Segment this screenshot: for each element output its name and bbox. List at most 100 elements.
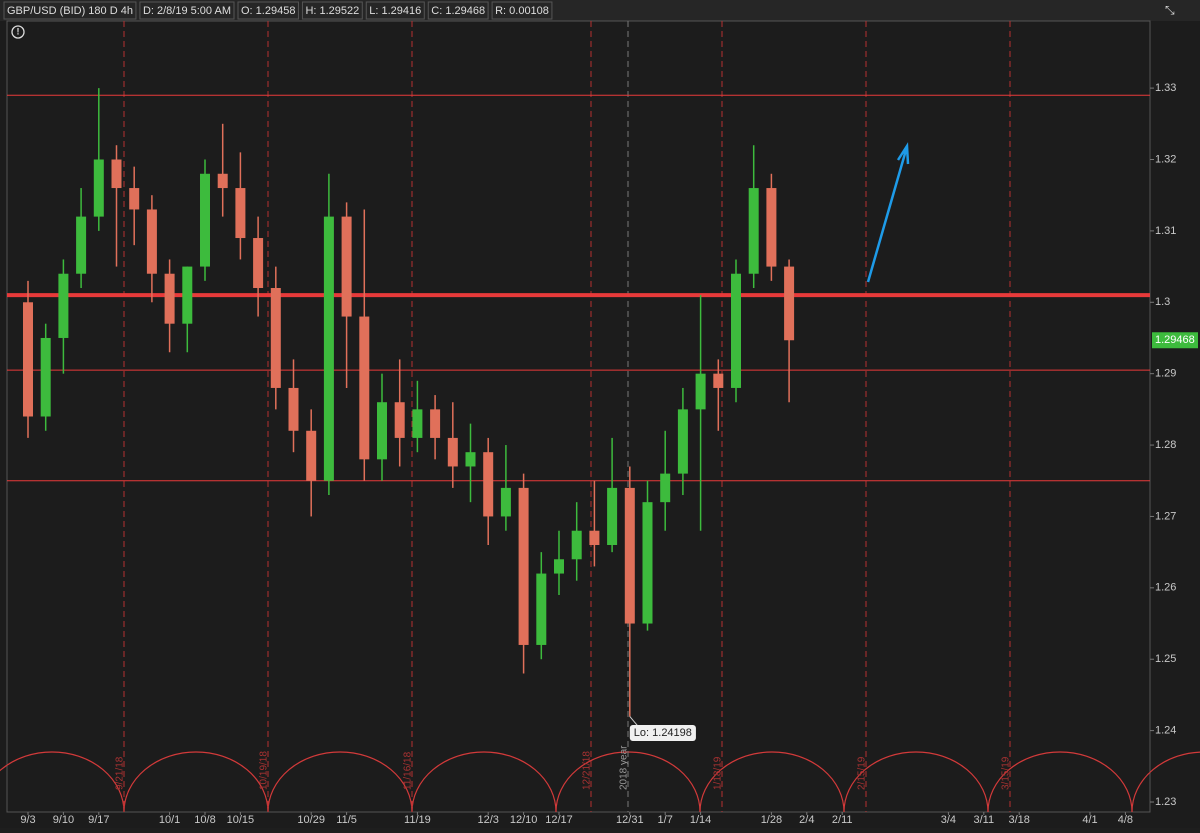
cycle-arc bbox=[1131, 751, 1200, 813]
cycle-label: 11/16/18 bbox=[403, 751, 414, 790]
alert-icon-mark: ! bbox=[17, 26, 20, 36]
header-item: GBP/USD (BID) 180 D 4h bbox=[7, 5, 133, 17]
x-tick-label: 2/4 bbox=[799, 814, 814, 826]
candle-body bbox=[377, 402, 387, 460]
candle-body bbox=[766, 188, 777, 267]
candle-body bbox=[536, 573, 547, 645]
candle-body bbox=[642, 502, 653, 624]
candle-body bbox=[40, 337, 51, 417]
candle-body bbox=[483, 452, 494, 517]
candle-body bbox=[748, 188, 759, 274]
candle-body bbox=[323, 216, 334, 481]
low-annotation: Lo: 1.24198 bbox=[634, 727, 692, 739]
header-item: O: 1.29458 bbox=[241, 5, 295, 17]
year-label: 2018 year bbox=[619, 745, 630, 790]
candle-body bbox=[660, 473, 671, 503]
candle-body bbox=[500, 487, 511, 517]
candle-body bbox=[695, 373, 706, 410]
candle-body bbox=[713, 373, 724, 388]
y-tick-label: 1.31 bbox=[1155, 225, 1176, 237]
header-box bbox=[139, 1, 235, 20]
x-tick-label: 10/29 bbox=[297, 814, 325, 826]
candle-body bbox=[253, 238, 264, 288]
candle-body bbox=[93, 159, 104, 217]
x-tick-label: 9/17 bbox=[88, 814, 109, 826]
cycle-arc bbox=[699, 751, 845, 813]
cycle-label: 9/21/18 bbox=[115, 756, 126, 790]
candle-body bbox=[518, 487, 529, 645]
y-tick-label: 1.26 bbox=[1155, 582, 1176, 594]
x-tick-label: 4/1 bbox=[1082, 814, 1097, 826]
candle-body bbox=[146, 209, 157, 274]
candle-body bbox=[182, 266, 193, 324]
cycle-label: 1/18/19 bbox=[713, 756, 724, 790]
candle-body bbox=[554, 559, 564, 574]
candle-body bbox=[341, 216, 352, 317]
candle-body bbox=[164, 273, 175, 324]
x-tick-label: 12/3 bbox=[477, 814, 498, 826]
settings-icon[interactable]: ⤡ bbox=[1165, 3, 1175, 17]
toolbar bbox=[0, 0, 1200, 21]
cycle-label: 3/15/19 bbox=[1001, 756, 1012, 790]
candle-body bbox=[306, 430, 317, 481]
x-tick-label: 11/5 bbox=[336, 814, 357, 826]
annotation-leader bbox=[629, 716, 639, 727]
x-tick-label: 3/4 bbox=[941, 814, 956, 826]
cycle-arc bbox=[267, 751, 413, 813]
x-tick-label: 1/7 bbox=[658, 814, 673, 826]
annotation-box bbox=[629, 725, 696, 741]
x-tick-label: 1/28 bbox=[761, 814, 782, 826]
candle-body bbox=[465, 452, 476, 467]
x-tick-label: 2/11 bbox=[832, 814, 853, 826]
y-tick-label: 1.29 bbox=[1155, 368, 1176, 380]
candle-body bbox=[784, 266, 795, 341]
cycle-label: 12/21/18 bbox=[582, 751, 593, 790]
x-tick-label: 3/18 bbox=[1008, 814, 1029, 826]
x-tick-label: 11/19 bbox=[404, 814, 431, 826]
candle-body bbox=[58, 273, 69, 338]
y-tick-label: 1.25 bbox=[1155, 653, 1176, 665]
arrow-drawing bbox=[866, 142, 910, 283]
candle-body bbox=[288, 387, 299, 431]
candle-body bbox=[270, 287, 281, 388]
x-tick-label: 12/31 bbox=[616, 814, 644, 826]
candle-body bbox=[571, 530, 582, 560]
header-box bbox=[301, 1, 363, 20]
header-box bbox=[427, 1, 489, 20]
candle-body bbox=[235, 188, 246, 239]
y-tick-label: 1.33 bbox=[1155, 82, 1176, 94]
cycle-arc bbox=[123, 751, 269, 813]
x-tick-label: 10/8 bbox=[194, 814, 215, 826]
x-tick-label: 3/11 bbox=[974, 814, 995, 826]
candle-body bbox=[359, 316, 370, 460]
y-tick-label: 1.23 bbox=[1155, 796, 1176, 808]
candle-body bbox=[731, 273, 741, 388]
alert-icon[interactable] bbox=[11, 25, 25, 39]
cycle-label: 10/19/18 bbox=[259, 751, 270, 790]
candle-body bbox=[217, 173, 228, 189]
x-tick-label: 4/8 bbox=[1118, 814, 1133, 826]
candle-body bbox=[129, 188, 140, 210]
candle-body bbox=[412, 409, 423, 438]
y-tick-label: 1.28 bbox=[1155, 439, 1176, 451]
header-item: R: 0.00108 bbox=[495, 5, 549, 17]
y-tick-label: 1.27 bbox=[1155, 510, 1176, 522]
cycle-label: 2/15/19 bbox=[857, 756, 868, 790]
cycle-arc bbox=[0, 751, 125, 813]
price-badge-box bbox=[1152, 332, 1198, 349]
y-tick-label: 1.24 bbox=[1155, 725, 1176, 737]
header-item: L: 1.29416 bbox=[369, 5, 421, 17]
candle-body bbox=[76, 216, 87, 274]
y-tick-label: 1.32 bbox=[1155, 153, 1176, 165]
candle-body bbox=[447, 437, 458, 467]
header-item: D: 2/8/19 5:00 AM bbox=[143, 5, 231, 17]
x-tick-label: 12/10 bbox=[510, 814, 538, 826]
x-tick-label: 1/14 bbox=[690, 814, 711, 826]
candle-body bbox=[589, 530, 600, 546]
header-box bbox=[491, 1, 553, 20]
header-box bbox=[237, 1, 299, 20]
cycle-arc bbox=[987, 751, 1133, 813]
header-item: C: 1.29468 bbox=[431, 5, 485, 17]
